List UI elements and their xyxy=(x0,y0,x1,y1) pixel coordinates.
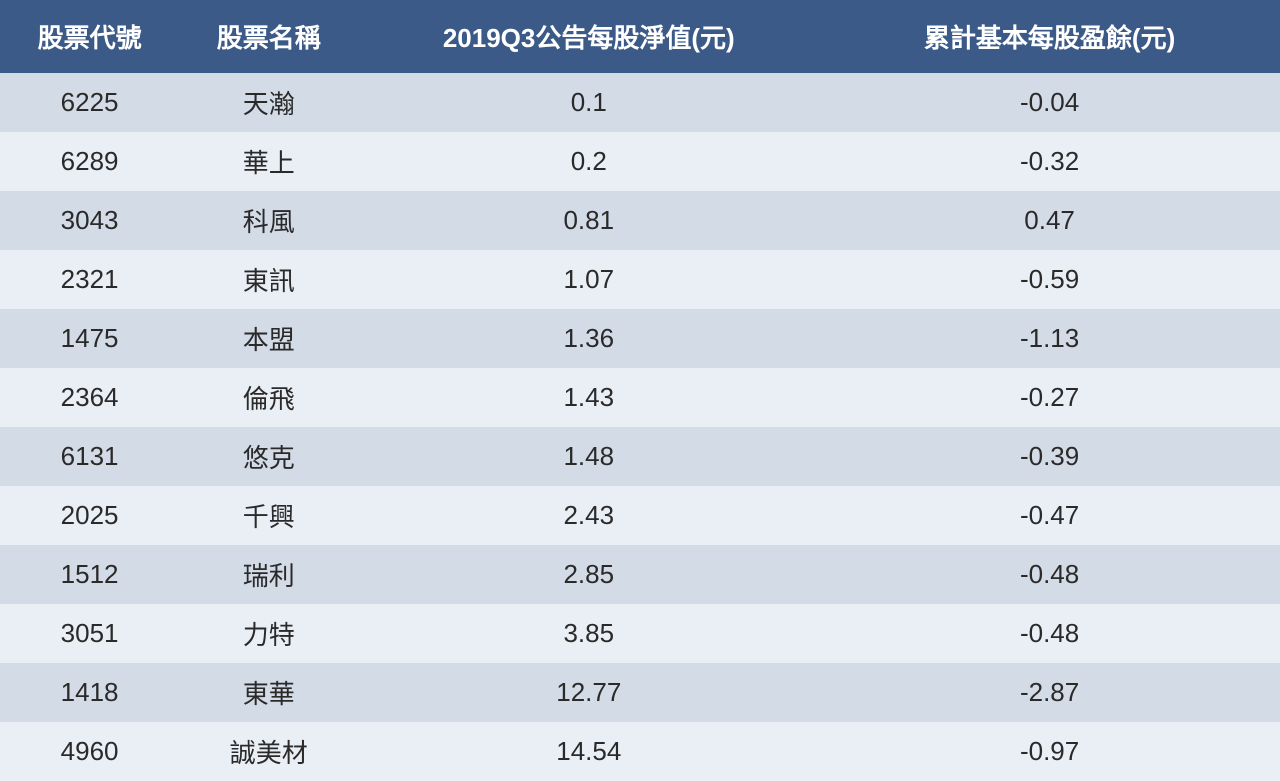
table-row: 6225 天瀚 0.1 -0.04 xyxy=(0,73,1280,132)
table-row: 1418 東華 12.77 -2.87 xyxy=(0,663,1280,722)
cell-nav: 0.81 xyxy=(358,191,819,250)
table-row: 6131 悠克 1.48 -0.39 xyxy=(0,427,1280,486)
cell-nav: 1.48 xyxy=(358,427,819,486)
cell-eps: -2.87 xyxy=(819,663,1280,722)
cell-name: 誠美材 xyxy=(179,722,358,781)
cell-code: 6131 xyxy=(0,427,179,486)
cell-nav: 1.36 xyxy=(358,309,819,368)
table-header-row: 股票代號 股票名稱 2019Q3公告每股淨值(元) 累計基本每股盈餘(元) xyxy=(0,0,1280,73)
cell-eps: -0.04 xyxy=(819,73,1280,132)
col-header-nav: 2019Q3公告每股淨值(元) xyxy=(358,0,819,73)
table-row: 2364 倫飛 1.43 -0.27 xyxy=(0,368,1280,427)
cell-eps: -0.59 xyxy=(819,250,1280,309)
cell-nav: 0.2 xyxy=(358,132,819,191)
cell-code: 1418 xyxy=(0,663,179,722)
cell-code: 6289 xyxy=(0,132,179,191)
cell-nav: 1.07 xyxy=(358,250,819,309)
cell-code: 1475 xyxy=(0,309,179,368)
cell-code: 3051 xyxy=(0,604,179,663)
cell-eps: -0.39 xyxy=(819,427,1280,486)
cell-code: 1512 xyxy=(0,545,179,604)
cell-name: 東訊 xyxy=(179,250,358,309)
cell-name: 千興 xyxy=(179,486,358,545)
col-header-code: 股票代號 xyxy=(0,0,179,73)
cell-name: 科風 xyxy=(179,191,358,250)
cell-name: 本盟 xyxy=(179,309,358,368)
cell-name: 瑞利 xyxy=(179,545,358,604)
cell-nav: 12.77 xyxy=(358,663,819,722)
cell-code: 3043 xyxy=(0,191,179,250)
cell-eps: -0.48 xyxy=(819,604,1280,663)
cell-nav: 2.43 xyxy=(358,486,819,545)
cell-nav: 1.43 xyxy=(358,368,819,427)
cell-nav: 0.1 xyxy=(358,73,819,132)
cell-eps: -0.32 xyxy=(819,132,1280,191)
col-header-name: 股票名稱 xyxy=(179,0,358,73)
cell-name: 天瀚 xyxy=(179,73,358,132)
table-row: 4960 誠美材 14.54 -0.97 xyxy=(0,722,1280,781)
table-row: 6289 華上 0.2 -0.32 xyxy=(0,132,1280,191)
cell-name: 東華 xyxy=(179,663,358,722)
cell-name: 倫飛 xyxy=(179,368,358,427)
cell-nav: 14.54 xyxy=(358,722,819,781)
cell-nav: 2.85 xyxy=(358,545,819,604)
stock-table-container: 股票代號 股票名稱 2019Q3公告每股淨值(元) 累計基本每股盈餘(元) 62… xyxy=(0,0,1280,720)
cell-eps: -1.13 xyxy=(819,309,1280,368)
cell-eps: -0.47 xyxy=(819,486,1280,545)
cell-eps: -0.97 xyxy=(819,722,1280,781)
table-row: 1512 瑞利 2.85 -0.48 xyxy=(0,545,1280,604)
table-row: 3043 科風 0.81 0.47 xyxy=(0,191,1280,250)
table-row: 2321 東訊 1.07 -0.59 xyxy=(0,250,1280,309)
stock-table: 股票代號 股票名稱 2019Q3公告每股淨值(元) 累計基本每股盈餘(元) 62… xyxy=(0,0,1280,781)
cell-code: 2321 xyxy=(0,250,179,309)
cell-eps: 0.47 xyxy=(819,191,1280,250)
cell-code: 2025 xyxy=(0,486,179,545)
table-row: 1475 本盟 1.36 -1.13 xyxy=(0,309,1280,368)
cell-code: 6225 xyxy=(0,73,179,132)
table-row: 3051 力特 3.85 -0.48 xyxy=(0,604,1280,663)
cell-eps: -0.48 xyxy=(819,545,1280,604)
cell-code: 4960 xyxy=(0,722,179,781)
cell-code: 2364 xyxy=(0,368,179,427)
table-body: 6225 天瀚 0.1 -0.04 6289 華上 0.2 -0.32 3043… xyxy=(0,73,1280,781)
table-row: 2025 千興 2.43 -0.47 xyxy=(0,486,1280,545)
col-header-eps: 累計基本每股盈餘(元) xyxy=(819,0,1280,73)
cell-name: 力特 xyxy=(179,604,358,663)
cell-name: 華上 xyxy=(179,132,358,191)
cell-eps: -0.27 xyxy=(819,368,1280,427)
cell-nav: 3.85 xyxy=(358,604,819,663)
cell-name: 悠克 xyxy=(179,427,358,486)
